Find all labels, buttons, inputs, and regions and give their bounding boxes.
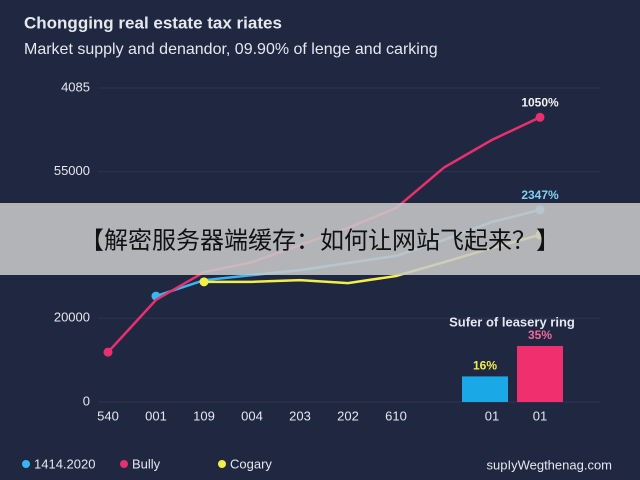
y-tick-label: 4085 xyxy=(61,79,90,94)
legend-label: 1414.2020 xyxy=(34,456,95,471)
x-tick-label: 540 xyxy=(97,408,119,423)
legend-label: Bully xyxy=(132,456,161,471)
footer: supIyWegthenag.com xyxy=(487,457,613,472)
annotation: 1050% xyxy=(521,95,559,109)
annotation: 2347% xyxy=(521,188,559,202)
legend-marker xyxy=(120,460,128,468)
legend-marker xyxy=(22,460,30,468)
bar xyxy=(517,346,563,402)
x-tick-label: 01 xyxy=(485,408,499,423)
legend-marker xyxy=(218,460,226,468)
x-tick-label: 202 xyxy=(337,408,359,423)
line-end-point xyxy=(199,277,209,287)
inset-title: Sufer of leasery ring xyxy=(449,314,575,329)
bar-value-label: 35% xyxy=(528,328,552,342)
plot: 0 20000 55000 4085 540 001 109 004 203 202 610 01 01… xyxy=(22,79,600,471)
chart-title: Chongging real estate tax riates xyxy=(24,13,282,32)
x-tick-label: 109 xyxy=(193,408,215,423)
x-tick-label: 004 xyxy=(241,408,263,423)
x-tick-label: 01 xyxy=(533,408,547,423)
y-tick-label: 55000 xyxy=(54,163,90,178)
x-tick-label: 001 xyxy=(145,408,167,423)
x-tick-label: 610 xyxy=(385,408,407,423)
y-tick-label: 20000 xyxy=(54,310,90,325)
overlay-band xyxy=(0,203,640,275)
bar xyxy=(462,376,508,402)
chart-subtitle: Market supply and denandor, 09.90% of le… xyxy=(24,41,438,58)
line-end-point xyxy=(535,112,545,122)
bar-value-label: 16% xyxy=(473,359,497,373)
line-end-point xyxy=(103,347,113,357)
legend-label: Cogary xyxy=(230,456,272,471)
overlay-banner: 【解密服务器端缓存：如何让网站飞起来？】 xyxy=(80,227,560,254)
y-tick-label: 0 xyxy=(83,393,90,408)
x-tick-label: 203 xyxy=(289,408,311,423)
